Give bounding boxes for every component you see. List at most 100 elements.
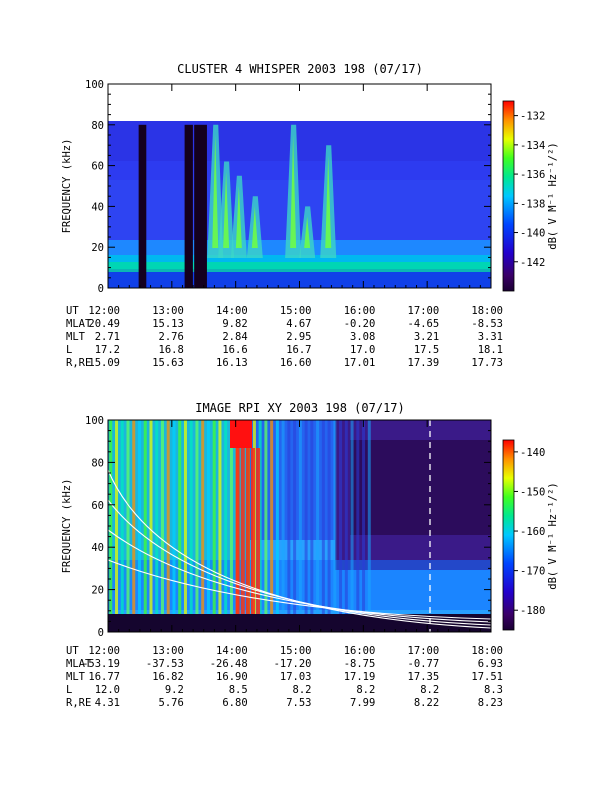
panel2-table-cell: 8.2 (293, 684, 312, 696)
panel2-intense-line (235, 448, 240, 614)
panel2-emission-line (293, 420, 297, 614)
panel2-table-cell: 17.19 (344, 671, 376, 683)
panel2-ytick-label: 0 (98, 627, 104, 639)
panel1-table-cell: 2.95 (286, 331, 311, 343)
panel2-table-cell: 17.35 (408, 671, 440, 683)
panel1-ytick-label: 60 (91, 161, 104, 173)
panel2-table-cell: -53.19 (82, 658, 120, 670)
panel2-emission-line (126, 420, 130, 614)
panel2-colorbar-tick-label: -180 (520, 605, 545, 617)
panel1-table-row-label: MLT (66, 331, 86, 343)
panel2-cutoff-curve (107, 469, 492, 629)
panel1-table-cell: 16.6 (222, 344, 247, 356)
panel2-emission-line (189, 420, 193, 614)
panel1-emission-core (325, 155, 332, 248)
panel1-table-cell: -8.53 (471, 318, 503, 330)
panel2-emission-line (264, 420, 268, 614)
panel2-table-cell: 7.99 (350, 697, 375, 709)
panel2-table-cell: 8.2 (356, 684, 375, 696)
panel1-emission-core (304, 216, 311, 248)
panel2-intense-line (256, 448, 261, 614)
panel2-cutoff-curve (107, 499, 492, 626)
panel1-colorbar-tick-label: -136 (520, 169, 545, 181)
panel1-x-axis (107, 84, 492, 288)
panel2-table-row-label: MLT (66, 671, 86, 683)
panel1-table-cell: 16.7 (286, 344, 311, 356)
panel2-emission-line (138, 420, 142, 614)
panel1-table-row-label: L (66, 344, 72, 356)
panel2-emission-line (275, 420, 279, 614)
panel2-table-cell: -8.75 (344, 658, 376, 670)
panel1-table-cell: 16:00 (344, 305, 376, 317)
panel2-emission-line (109, 420, 113, 614)
panel2-ytick-label: 80 (91, 457, 104, 469)
panel1-colorbar-tick-label: -138 (520, 198, 545, 210)
panel1-table-cell: 3.31 (478, 331, 503, 343)
panel2-emission-line (115, 420, 119, 614)
panel1-table-cell: 20.49 (88, 318, 120, 330)
panel2-emission-line (281, 420, 285, 614)
panel2-ytick-label: 100 (85, 415, 104, 427)
panel2-table-row-label: UT (66, 645, 79, 657)
panel1-orbit-table: UT 12:00 13:00 14:00 15:00 16:00 17:00 18:00 MLA… (66, 305, 503, 369)
panel1-ytick-label: 80 (91, 120, 104, 132)
panel2-table-cell: 7.53 (286, 697, 311, 709)
panel1-emission-core (212, 134, 219, 248)
panel2-emission-line (367, 420, 371, 614)
panel2-emission-line (172, 420, 176, 614)
panel1-title: CLUSTER 4 WHISPER 2003 198 (07/17) (177, 62, 423, 76)
panel2-colorbar-ticks: -140 -150 -160 -170 -180 (514, 447, 545, 617)
panel2-table-cell: 17.03 (280, 671, 312, 683)
panel1-data-gap (194, 124, 207, 288)
panel2-table-cell: 18:00 (471, 645, 503, 657)
panel2-ylabel: FREQUENCY (kHz) (61, 479, 73, 574)
panel1-table-cell: 17.0 (350, 344, 375, 356)
panel2-floor (108, 614, 491, 632)
panel2-emission-line (155, 420, 159, 614)
panel2-emission-line (178, 420, 182, 614)
panel2-table-cell: -26.48 (210, 658, 248, 670)
panel1-table-cell: 3.21 (414, 331, 439, 343)
panel1-table-cell: 12:00 (88, 305, 120, 317)
panel2-colorbar-tick-label: -170 (520, 566, 545, 578)
panel1-colorbar-tick-label: -140 (520, 228, 545, 240)
panel1-ytick-label: 20 (91, 242, 104, 254)
panel2-emission-line (333, 420, 337, 614)
panel2-intense-line (245, 448, 250, 614)
panel2-emission-line (183, 420, 187, 614)
panel2-emission-line (339, 420, 343, 614)
panel2-table-cell: -37.53 (146, 658, 184, 670)
panel2-colorbar-tick-label: -150 (520, 486, 545, 498)
panel2-table-cell: 17:00 (408, 645, 440, 657)
panel2-intense-line (240, 448, 245, 614)
panel1-table-cell: 17.73 (471, 357, 503, 369)
panel2-colorbar-label: dB( V M⁻¹ Hz⁻¹/²) (547, 482, 559, 589)
panel1-ytick-label: 40 (91, 201, 104, 213)
panel-image-rpi: IMAGE RPI XY 2003 198 (07/17) 0 20 40 60 80 1… (61, 401, 559, 709)
panel2-mid-band (250, 420, 335, 540)
panel2-intense-line (250, 448, 255, 614)
panel1-table-cell: 17.5 (414, 344, 439, 356)
panel1-table-cell: 17.01 (344, 357, 376, 369)
panel1-table-row-label: R,RE (66, 357, 91, 369)
panel1-colorbar-tick-label: -142 (520, 257, 545, 269)
panel2-ytick-label: 60 (91, 500, 104, 512)
panel1-table-cell: 3.08 (350, 331, 375, 343)
panel2-table-cell: 8.22 (414, 697, 439, 709)
panel1-table-cell: 16.60 (280, 357, 312, 369)
panel2-table-cell: 12:00 (88, 645, 120, 657)
panel1-table-cell: 15:00 (280, 305, 312, 317)
panel1-colorbar-tick-label: -132 (520, 111, 545, 123)
panel1-y-axis: 0 20 40 60 80 100 (85, 79, 491, 295)
panel2-emission-line (321, 420, 325, 614)
panel2-emission-line (258, 420, 262, 614)
panel2-emission-line (327, 420, 331, 614)
panel1-colorbar (502, 100, 515, 292)
panel2-ytick-label: 40 (91, 542, 104, 554)
panel1-table-cell: 9.82 (222, 318, 247, 330)
panel1-upper-band (108, 121, 491, 161)
panel1-emission-core (251, 206, 258, 248)
panel1-emission-core (223, 171, 230, 248)
panel2-table-cell: -17.20 (274, 658, 312, 670)
